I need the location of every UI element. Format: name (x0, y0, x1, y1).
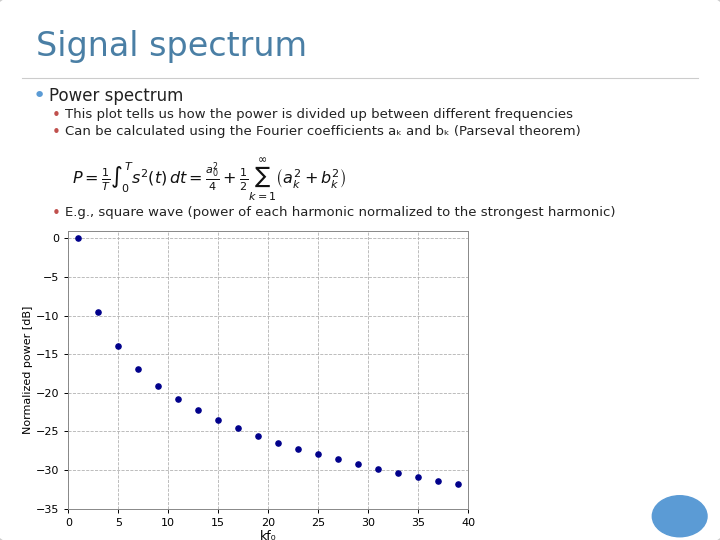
Text: $P = \frac{1}{T}\int_0^T s^2(t)\,dt = \frac{a_0^2}{4} + \frac{1}{2}\sum_{k=1}^{\: $P = \frac{1}{T}\int_0^T s^2(t)\,dt = \f… (72, 157, 346, 203)
Point (132, 364, 144, 373)
Point (432, 476, 444, 485)
Point (312, 450, 324, 458)
X-axis label: kf₀: kf₀ (260, 530, 276, 540)
Point (173, 395, 184, 403)
Point (93, 308, 104, 316)
Text: •: • (52, 108, 60, 123)
Point (212, 416, 224, 424)
Text: •: • (52, 125, 60, 140)
Y-axis label: Normalized power [dB]: Normalized power [dB] (23, 306, 33, 434)
Point (372, 464, 384, 473)
Point (292, 444, 304, 453)
Text: E.g., square wave (power of each harmonic normalized to the strongest harmonic): E.g., square wave (power of each harmoni… (65, 206, 616, 219)
Text: Signal spectrum: Signal spectrum (36, 30, 307, 63)
Point (73, 234, 84, 242)
Point (112, 342, 124, 350)
Point (272, 438, 284, 447)
Point (452, 480, 464, 489)
Text: •: • (52, 206, 60, 221)
Point (192, 406, 204, 415)
Text: This plot tells us how the power is divided up between different frequencies: This plot tells us how the power is divi… (65, 108, 573, 121)
Point (413, 472, 424, 481)
Point (352, 460, 364, 469)
Text: •: • (32, 86, 45, 106)
Point (153, 381, 164, 390)
Point (253, 431, 264, 440)
Point (333, 455, 344, 464)
Text: Power spectrum: Power spectrum (49, 87, 184, 105)
Text: 28: 28 (670, 509, 690, 523)
Text: Can be calculated using the Fourier coefficients aₖ and bₖ (Parseval theorem): Can be calculated using the Fourier coef… (65, 125, 580, 138)
Point (233, 424, 244, 433)
Point (392, 469, 404, 477)
